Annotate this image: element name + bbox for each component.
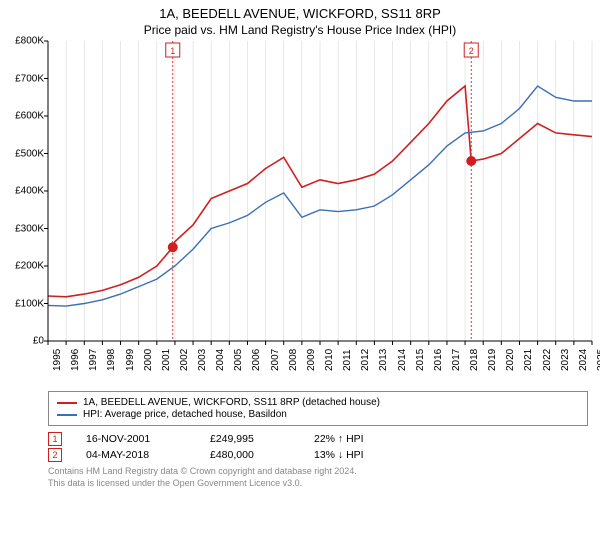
events-table: 1 16-NOV-2001 £249,995 22% ↑ HPI 2 04-MAY-201… <box>48 432 588 462</box>
x-tick-label: 2001 <box>161 349 172 371</box>
x-tick-label: 2007 <box>270 349 281 371</box>
x-tick-label: 2020 <box>505 349 516 371</box>
x-tick-label: 1998 <box>106 349 117 371</box>
x-tick-label: 2013 <box>378 349 389 371</box>
x-tick-label: 2016 <box>433 349 444 371</box>
x-tick-label: 1999 <box>125 349 136 371</box>
x-tick-label: 2002 <box>179 349 190 371</box>
y-tick-label: £0 <box>33 336 44 347</box>
x-tick-label: 1995 <box>52 349 63 371</box>
legend-swatch <box>57 414 77 416</box>
event-date: 04-MAY-2018 <box>86 449 186 461</box>
footer-line-1: Contains HM Land Registry data © Crown c… <box>48 466 588 478</box>
event-date: 16-NOV-2001 <box>86 433 186 445</box>
x-tick-label: 2000 <box>143 349 154 371</box>
footer-line-2: This data is licensed under the Open Gov… <box>48 478 588 490</box>
x-axis: 1995 1996 1997 1998 1999 2000 2001 2002 2003 2004… <box>48 341 592 385</box>
event-delta: 13% ↓ HPI <box>314 449 364 461</box>
event-row: 2 04-MAY-2018 £480,000 13% ↓ HPI <box>48 448 588 462</box>
y-tick-label: £400K <box>15 186 44 197</box>
y-tick-label: £100K <box>15 298 44 309</box>
chart-container: 1A, BEEDELL AVENUE, WICKFORD, SS11 8RP P… <box>0 0 600 560</box>
svg-text:2: 2 <box>469 46 474 56</box>
y-axis: £0£100K£200K£300K£400K£500K£600K£700K£80… <box>0 41 48 341</box>
plot-area: £0£100K£200K£300K£400K£500K£600K£700K£80… <box>48 41 592 341</box>
legend-swatch <box>57 402 77 404</box>
event-row: 1 16-NOV-2001 £249,995 22% ↑ HPI <box>48 432 588 446</box>
x-tick-label: 2008 <box>288 349 299 371</box>
x-tick-label: 2014 <box>397 349 408 371</box>
y-tick-label: £300K <box>15 223 44 234</box>
x-tick-label: 2024 <box>578 349 589 371</box>
x-tick-label: 2011 <box>342 349 353 371</box>
event-marker: 1 <box>48 432 62 446</box>
x-tick-label: 2021 <box>523 349 534 371</box>
event-price: £249,995 <box>210 433 290 445</box>
x-tick-label: 2017 <box>451 349 462 371</box>
x-tick-label: 1996 <box>70 349 81 371</box>
x-tick-label: 2012 <box>360 349 371 371</box>
legend-item: HPI: Average price, detached house, Basi… <box>57 409 579 420</box>
x-tick-label: 2022 <box>542 349 553 371</box>
event-delta: 22% ↑ HPI <box>314 433 364 445</box>
x-tick-label: 2018 <box>469 349 480 371</box>
y-tick-label: £200K <box>15 261 44 272</box>
y-tick-label: £700K <box>15 73 44 84</box>
x-tick-label: 2009 <box>306 349 317 371</box>
y-tick-label: £800K <box>15 36 44 47</box>
x-tick-label: 2019 <box>487 349 498 371</box>
x-tick-label: 2023 <box>560 349 571 371</box>
x-tick-label: 2004 <box>215 349 226 371</box>
chart-title: 1A, BEEDELL AVENUE, WICKFORD, SS11 8RP <box>0 0 600 21</box>
legend-label: HPI: Average price, detached house, Basi… <box>83 409 287 420</box>
y-tick-label: £500K <box>15 148 44 159</box>
x-tick-label: 2010 <box>324 349 335 371</box>
x-tick-label: 2006 <box>251 349 262 371</box>
chart-subtitle: Price paid vs. HM Land Registry's House … <box>0 21 600 41</box>
x-tick-label: 2015 <box>415 349 426 371</box>
x-tick-label: 1997 <box>88 349 99 371</box>
svg-text:1: 1 <box>170 46 175 56</box>
line-chart: 12 <box>48 41 592 341</box>
x-tick-label: 2025 <box>596 349 600 371</box>
legend: 1A, BEEDELL AVENUE, WICKFORD, SS11 8RP (… <box>48 391 588 426</box>
x-tick-label: 2005 <box>233 349 244 371</box>
x-tick-label: 2003 <box>197 349 208 371</box>
legend-item: 1A, BEEDELL AVENUE, WICKFORD, SS11 8RP (… <box>57 397 579 408</box>
footer: Contains HM Land Registry data © Crown c… <box>48 466 588 489</box>
y-tick-label: £600K <box>15 111 44 122</box>
event-marker: 2 <box>48 448 62 462</box>
legend-label: 1A, BEEDELL AVENUE, WICKFORD, SS11 8RP (… <box>83 397 380 408</box>
event-price: £480,000 <box>210 449 290 461</box>
